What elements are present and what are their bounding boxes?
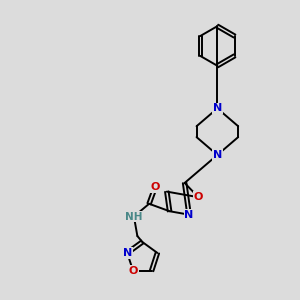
Text: N: N — [213, 103, 222, 113]
Text: NH: NH — [125, 212, 143, 221]
Text: N: N — [184, 210, 194, 220]
Text: O: O — [151, 182, 160, 192]
Text: O: O — [194, 192, 203, 202]
Text: N: N — [213, 150, 222, 160]
Text: N: N — [213, 103, 222, 113]
Text: N: N — [123, 248, 132, 258]
Text: O: O — [128, 266, 138, 276]
